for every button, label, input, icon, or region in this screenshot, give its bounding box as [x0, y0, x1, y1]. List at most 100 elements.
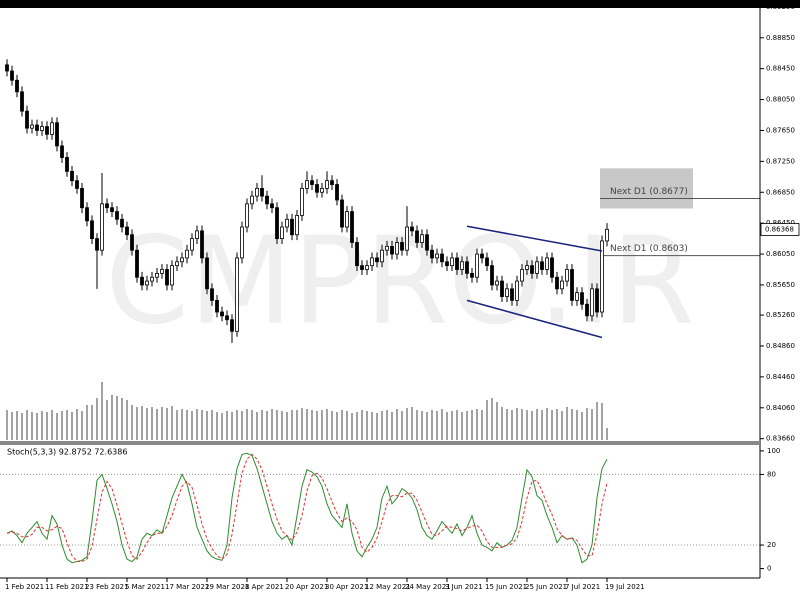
candle-body [475, 253, 479, 278]
candle-body [425, 234, 429, 251]
candle-body [560, 280, 564, 290]
candle-body [510, 288, 514, 301]
candle-body [545, 257, 549, 270]
candle-body [25, 110, 29, 129]
candle-body [495, 280, 499, 286]
candle-body [460, 261, 464, 270]
candle-body [35, 124, 39, 131]
candle-body [590, 288, 594, 317]
candle-body [525, 265, 529, 270]
candle-body [480, 253, 484, 259]
candle-body [155, 272, 159, 278]
y-tick-label: 0.88050 [766, 96, 795, 104]
candle-body [55, 122, 59, 147]
candle-body [90, 220, 94, 240]
candle-body [325, 180, 329, 189]
level-label: Next D1 (0.8677) [610, 187, 688, 197]
plot: Next D1 (0.8677) Next D1 (0.8603) 0.89250 0… [0, 3, 800, 591]
candle-body [225, 315, 229, 321]
candle-body [385, 245, 389, 251]
candle-body [195, 230, 199, 240]
target-zone [600, 168, 693, 209]
candle-body [395, 242, 399, 255]
x-tick-label: 24 May 2021 [405, 583, 451, 591]
top-bar [0, 0, 800, 8]
candle-body [300, 187, 304, 216]
candle-body [15, 79, 19, 93]
y-tick-label: 0.85650 [766, 281, 795, 289]
x-tick-label: 7 Jul 2021 [565, 583, 600, 591]
candle-body [10, 70, 14, 81]
candle-body [270, 203, 274, 209]
candle-body [135, 249, 139, 278]
candle-body [310, 180, 314, 185]
candle-body [125, 226, 129, 236]
y-tick-label: 20 [767, 541, 776, 549]
candle-body [30, 124, 34, 129]
y-tick-label: 0.86850 [766, 188, 795, 196]
candle-body [405, 226, 409, 251]
candle-body [345, 211, 349, 228]
candle-body [375, 257, 379, 263]
level-label: Next D1 (0.8603) [610, 244, 688, 254]
candle-body [555, 276, 559, 290]
candle-body [575, 292, 579, 301]
y-tick-label: 0.87250 [766, 157, 795, 165]
candle-body [440, 253, 444, 263]
x-tick-label: 20 Apr 2021 [285, 583, 328, 591]
channel-line [466, 225, 603, 252]
candle-body [435, 253, 439, 259]
candle-body [320, 187, 324, 193]
candle-body [70, 171, 74, 182]
candle-body [255, 187, 259, 197]
y-tick-label: 0.88850 [766, 34, 795, 42]
candle-body [535, 261, 539, 274]
candle-body [245, 203, 249, 228]
x-tick-label: 1 Feb 2021 [5, 583, 44, 591]
candle-body [520, 269, 524, 282]
x-tick-label: 5 Mar 2021 [125, 583, 165, 591]
y-tick-label: 0.84060 [766, 404, 795, 412]
candle-body [120, 218, 124, 228]
candle-body [175, 261, 179, 267]
candle-body [485, 257, 489, 267]
candle-body [100, 203, 104, 251]
candle-body [340, 199, 344, 228]
candle-body [455, 257, 459, 270]
y-tick-label: 80 [767, 470, 776, 478]
candle-body [205, 257, 209, 290]
candle-body [450, 257, 454, 267]
candle-body [505, 288, 509, 297]
y-tick-label: 0.87650 [766, 126, 795, 134]
candle-body [515, 280, 519, 301]
candle-body [185, 249, 189, 259]
candle-body [260, 187, 264, 197]
candle-body [285, 218, 289, 228]
candle-body [605, 228, 609, 242]
candle-body [595, 288, 599, 313]
candle-body [390, 245, 394, 255]
y-tick-label: 0.89250 [766, 3, 795, 11]
candle-body [170, 265, 174, 286]
candle-body [275, 207, 279, 240]
candle-body [470, 272, 474, 278]
candle-body [315, 184, 319, 193]
candle-body [80, 187, 84, 209]
candle-body [350, 211, 354, 243]
candle-body [200, 230, 204, 259]
candle-body [295, 215, 299, 236]
x-tick-label: 12 May 2021 [365, 583, 411, 591]
candle-body [45, 126, 49, 135]
candle-body [540, 261, 544, 270]
candle-body [240, 226, 244, 259]
candle-body [215, 300, 219, 313]
x-tick-label: 17 Mar 2021 [165, 583, 209, 591]
y-tick-label: 0.88450 [766, 65, 795, 73]
x-tick-label: 30 Apr 2021 [325, 583, 368, 591]
y-tick-label: 0.84860 [766, 342, 795, 350]
candle-body [380, 249, 384, 263]
candle-body [580, 292, 584, 305]
candle-body [60, 145, 64, 158]
